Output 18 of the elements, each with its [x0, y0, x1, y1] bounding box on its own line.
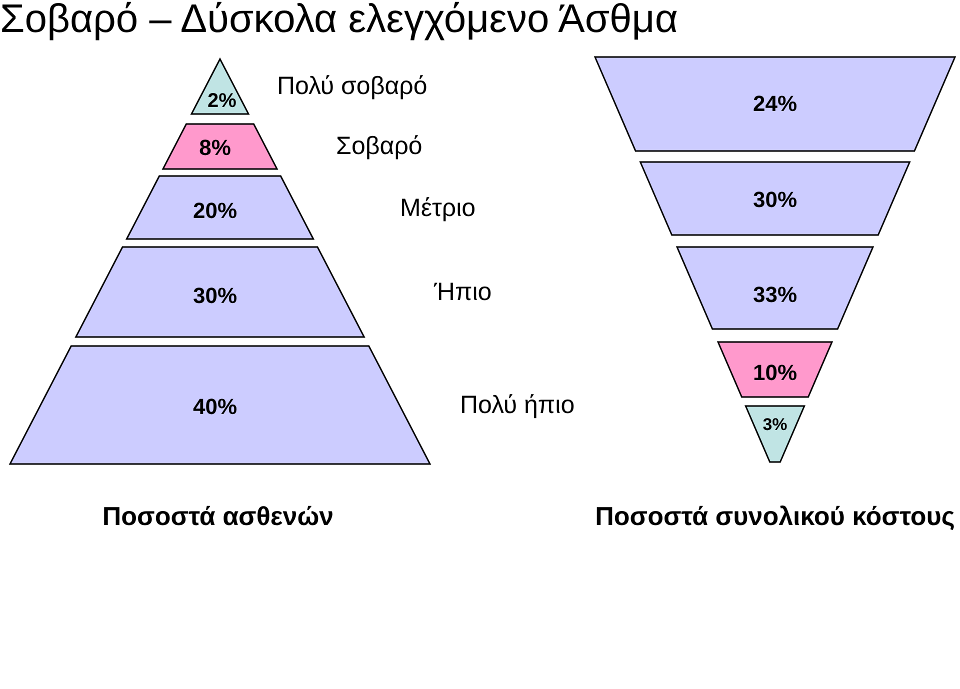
text: Ποσοστά συνολικού κόστους — [595, 501, 955, 531]
data-label: 40% — [192, 394, 238, 419]
data-label: 33% — [752, 282, 798, 307]
data-label: 3% — [762, 415, 788, 434]
text: Ποσοστά ασθενών — [102, 501, 334, 531]
data-label: 20% — [192, 198, 238, 223]
data-label: 30% — [192, 283, 238, 308]
category-label: Πολύ ήπιο — [460, 391, 575, 419]
category-label: Ήπιο — [433, 278, 492, 306]
text: Σοβαρό – Δύσκολα ελεγχόμενο Άσθμα — [0, 0, 678, 41]
data-label: 24% — [752, 91, 798, 116]
data-label: 2% — [208, 90, 237, 112]
data-label: 30% — [752, 187, 798, 212]
category-label: Μέτριο — [400, 194, 476, 222]
data-label: 10% — [752, 360, 798, 385]
category-label: Σοβαρό — [336, 132, 422, 160]
category-label: Πολύ σοβαρό — [277, 72, 428, 100]
data-label: 8% — [199, 135, 231, 160]
